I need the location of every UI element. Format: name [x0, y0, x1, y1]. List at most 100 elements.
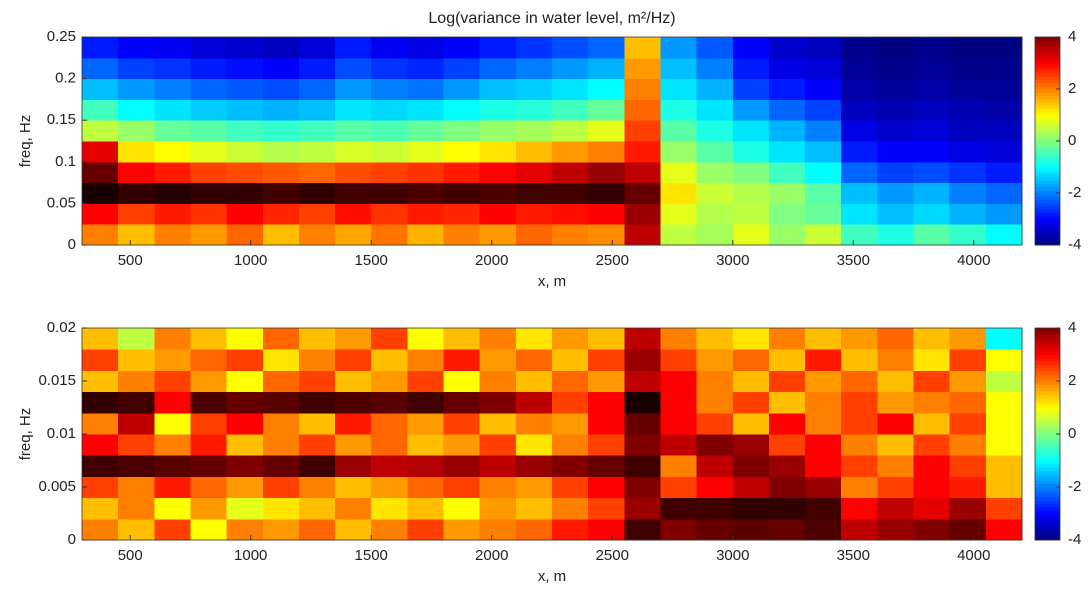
heatmap-cell — [732, 391, 770, 414]
heatmap-cell — [949, 182, 987, 204]
heatmap-cell — [118, 349, 155, 371]
heatmap-cell — [371, 391, 408, 414]
heatmap-cell — [552, 141, 589, 163]
heatmap-cell — [877, 78, 915, 100]
colorbar-step — [1035, 341, 1060, 346]
heatmap-cell — [371, 370, 408, 393]
colorbar-tick-label: -2 — [1068, 184, 1081, 201]
heatmap-cell — [588, 476, 625, 499]
y-tick-label: 0 — [68, 236, 76, 253]
heatmap-cell — [443, 78, 481, 100]
heatmap-cell — [552, 349, 589, 371]
colorbar-step — [1035, 238, 1060, 243]
heatmap-cell — [696, 182, 734, 204]
heatmap-cells — [82, 328, 1023, 541]
heatmap-cell — [624, 328, 661, 350]
heatmap-cell — [154, 349, 191, 371]
heatmap-cell — [696, 434, 734, 456]
heatmap-cell — [985, 455, 1023, 477]
heatmap-cell — [805, 349, 842, 371]
heatmap-cell — [624, 99, 661, 121]
heatmap-cell — [371, 328, 408, 350]
heatmap-cell — [877, 518, 915, 541]
heatmap-cell — [696, 99, 734, 121]
y-tick-label: 0.02 — [47, 319, 76, 336]
heatmap-cell — [190, 161, 228, 184]
heatmap-cell — [732, 370, 770, 393]
heatmap-cell — [913, 370, 951, 393]
heatmap-cell — [877, 391, 915, 414]
colorbar-step — [1035, 463, 1060, 468]
heatmap-cell — [624, 518, 661, 541]
colorbar-step — [1035, 72, 1060, 77]
colorbar-step — [1035, 510, 1060, 514]
heatmap-cell — [154, 78, 191, 100]
heatmap-cell — [190, 476, 228, 499]
heatmap-cell — [407, 37, 445, 59]
heatmap-cell — [949, 37, 987, 59]
heatmap-cell — [479, 391, 517, 414]
heatmap-cell — [660, 349, 698, 371]
heatmap-cell — [443, 203, 481, 225]
heatmap-cell — [118, 391, 155, 414]
heatmap-cell — [262, 141, 300, 163]
colorbar-step — [1035, 160, 1060, 165]
heatmap-cell — [190, 57, 228, 80]
colorbar-step — [1035, 121, 1060, 126]
colorbar-step — [1035, 450, 1060, 455]
heatmap-cell — [552, 57, 589, 80]
colorbar-step — [1035, 46, 1060, 51]
colorbar-step — [1035, 150, 1060, 155]
heatmap-cell — [624, 455, 661, 477]
colorbar-step — [1035, 89, 1060, 93]
y-tick-label: 0.05 — [47, 194, 76, 211]
heatmap-cell — [913, 37, 951, 59]
colorbar — [1035, 328, 1060, 541]
colorbar-step — [1035, 66, 1060, 70]
heatmap-cell — [768, 37, 806, 59]
colorbar-step — [1035, 183, 1060, 187]
colorbar-step — [1035, 163, 1060, 168]
heatmap-cell — [479, 224, 517, 246]
heatmap-cell — [913, 434, 951, 456]
heatmap-cell — [949, 161, 987, 184]
heatmap-cell — [515, 370, 553, 393]
colorbar-step — [1035, 50, 1060, 54]
heatmap-cell — [262, 497, 300, 520]
colorbar-step — [1035, 76, 1060, 80]
heatmap-cell — [226, 120, 264, 142]
heatmap-cell — [118, 182, 155, 204]
heatmap-cell — [262, 349, 300, 371]
heatmap-cell — [877, 141, 915, 163]
colorbar-step — [1035, 206, 1060, 210]
heatmap-cell — [82, 161, 119, 184]
heatmap-cell — [624, 182, 661, 204]
colorbar — [1035, 37, 1060, 246]
heatmap-cell — [407, 412, 445, 435]
heatmap-cell — [226, 141, 264, 163]
heatmap-cell — [877, 434, 915, 456]
colorbar-step — [1035, 170, 1060, 174]
heatmap-cell — [335, 78, 372, 100]
heatmap-cell — [841, 391, 878, 414]
heatmap-cell — [552, 203, 589, 225]
heatmap-cell — [190, 328, 228, 350]
heatmap-cell — [226, 391, 264, 414]
heatmap-cell — [190, 182, 228, 204]
heatmap-cell — [443, 328, 481, 350]
heatmap-cell — [877, 37, 915, 59]
colorbar-step — [1035, 134, 1060, 139]
heatmap-cell — [298, 120, 336, 142]
colorbar-step — [1035, 354, 1060, 359]
colorbar-step — [1035, 477, 1060, 481]
heatmap-cell — [479, 370, 517, 393]
heatmap-cell — [407, 203, 445, 225]
heatmap-cell — [696, 224, 734, 246]
heatmap-cell — [190, 349, 228, 371]
heatmap-cell — [298, 99, 336, 121]
x-tick-label: 2000 — [475, 547, 508, 564]
heatmap-cell — [407, 182, 445, 204]
x-tick-label: 3500 — [837, 252, 870, 269]
heatmap-cell — [732, 412, 770, 435]
heatmap-cell — [82, 412, 119, 435]
